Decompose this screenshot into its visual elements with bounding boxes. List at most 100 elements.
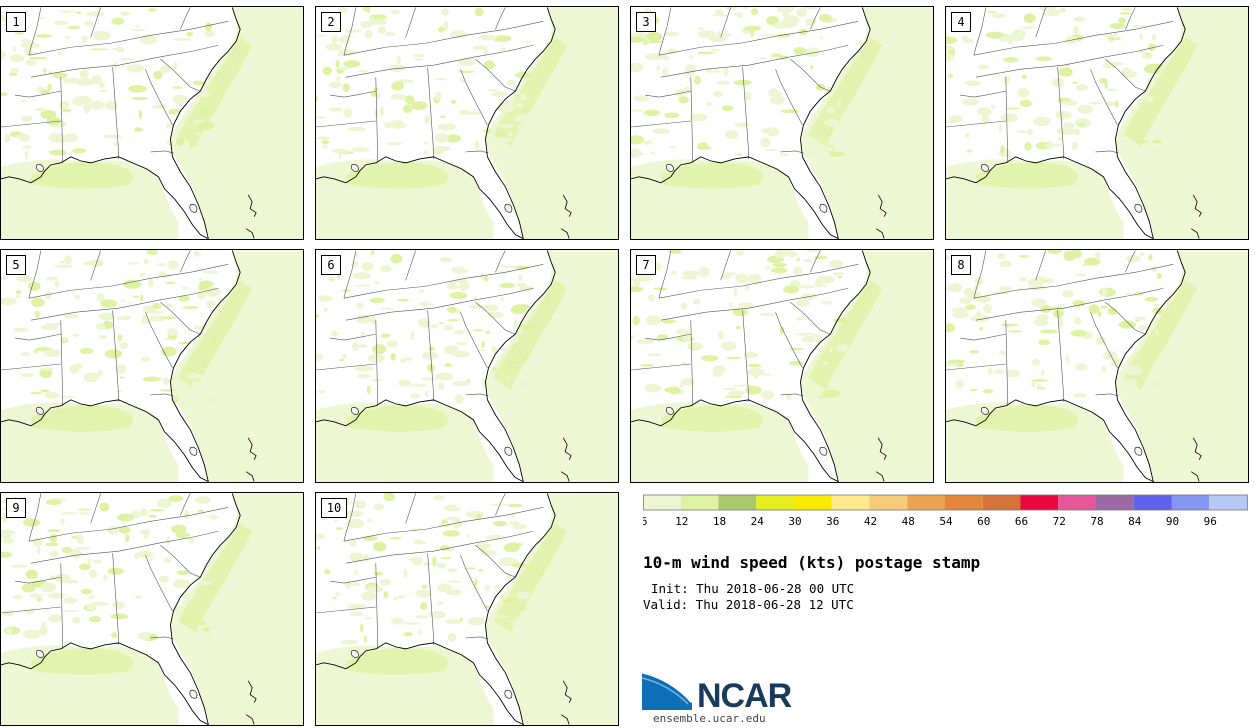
- land-wind-speckle: [969, 350, 980, 354]
- land-wind-speckle: [741, 7, 749, 9]
- land-wind-speckle: [823, 119, 840, 127]
- ensemble-member-panel[interactable]: 5: [0, 249, 304, 483]
- land-wind-speckle: [770, 267, 788, 274]
- land-wind-speckle: [493, 585, 501, 589]
- land-wind-speckle: [999, 350, 1007, 355]
- land-wind-speckle: [22, 629, 41, 639]
- land-wind-speckle: [34, 310, 40, 318]
- land-wind-speckle: [760, 137, 771, 148]
- land-wind-speckle: [194, 92, 211, 98]
- ensemble-member-panel[interactable]: 2: [315, 6, 619, 240]
- ensemble-member-panel[interactable]: 3: [630, 6, 934, 240]
- land-wind-speckle: [413, 539, 424, 545]
- land-wind-speckle: [661, 319, 677, 324]
- land-wind-speckle: [792, 266, 803, 275]
- land-wind-speckle: [90, 48, 109, 51]
- colorbar-tick-label: 72: [1053, 515, 1066, 528]
- member-number-label: 3: [636, 12, 656, 32]
- land-wind-speckle: [514, 265, 530, 270]
- land-wind-speckle: [948, 115, 963, 123]
- land-wind-speckle: [43, 349, 62, 357]
- state-border: [460, 555, 488, 612]
- land-wind-speckle: [631, 334, 634, 341]
- land-wind-speckle: [86, 604, 96, 611]
- land-wind-speckle: [316, 533, 325, 540]
- colorbar-segment: [680, 495, 719, 510]
- land-wind-speckle: [343, 60, 361, 68]
- land-wind-speckle: [173, 579, 191, 589]
- land-wind-speckle: [30, 297, 45, 308]
- coastline: [1, 7, 241, 239]
- cuba-coast: [245, 228, 255, 239]
- land-wind-speckle: [20, 42, 40, 49]
- land-wind-speckle: [780, 109, 799, 114]
- land-wind-speckle: [824, 359, 843, 362]
- ensemble-member-panel[interactable]: 6: [315, 249, 619, 483]
- land-wind-speckle: [352, 342, 359, 351]
- land-wind-speckle: [1033, 318, 1049, 327]
- land-wind-speckle: [643, 109, 661, 117]
- land-wind-speckle: [23, 518, 40, 527]
- land-wind-speckle: [785, 392, 792, 400]
- ensemble-member-panel[interactable]: 1: [0, 6, 304, 240]
- land-wind-speckle: [724, 7, 737, 11]
- land-wind-speckle: [1121, 70, 1138, 78]
- land-wind-speckle: [512, 304, 531, 309]
- land-wind-speckle: [1038, 339, 1051, 346]
- land-wind-speckle: [410, 100, 428, 111]
- land-wind-speckle: [819, 36, 824, 39]
- land-wind-speckle: [1040, 304, 1052, 313]
- land-wind-speckle: [683, 86, 692, 95]
- land-wind-speckle: [148, 514, 157, 518]
- land-wind-speckle: [663, 31, 680, 36]
- land-wind-speckle: [331, 35, 338, 44]
- land-wind-speckle: [79, 69, 89, 79]
- land-wind-speckle: [517, 274, 523, 281]
- land-wind-speckle: [483, 48, 489, 56]
- land-wind-speckle: [1088, 304, 1100, 314]
- land-wind-speckle: [744, 91, 752, 101]
- land-wind-speckle: [165, 281, 176, 285]
- land-wind-speckle: [74, 294, 81, 300]
- cuba-coast: [875, 471, 885, 482]
- ensemble-member-panel[interactable]: 7: [630, 249, 934, 483]
- land-wind-speckle: [492, 520, 508, 527]
- land-wind-speckle: [63, 313, 79, 319]
- ensemble-member-panel[interactable]: 10: [315, 492, 619, 726]
- state-border: [495, 250, 506, 273]
- land-wind-speckle: [328, 107, 343, 112]
- land-wind-speckle: [391, 617, 404, 625]
- state-border: [28, 7, 42, 56]
- land-wind-speckle: [98, 334, 108, 339]
- land-wind-speckle: [356, 344, 368, 348]
- land-wind-speckle: [167, 328, 179, 336]
- land-wind-speckle: [472, 45, 488, 51]
- land-wind-speckle: [21, 115, 33, 123]
- land-wind-speckle: [428, 346, 435, 351]
- land-wind-speckle: [110, 613, 129, 620]
- ensemble-member-panel[interactable]: 8: [945, 249, 1249, 483]
- land-wind-speckle: [796, 299, 810, 308]
- land-wind-speckle: [437, 26, 445, 33]
- land-wind-speckle: [666, 48, 677, 55]
- land-wind-speckle: [474, 7, 484, 17]
- land-wind-speckle: [743, 352, 759, 358]
- land-wind-speckle: [147, 278, 154, 288]
- land-wind-speckle: [832, 318, 852, 323]
- land-wind-speckle: [163, 557, 171, 564]
- land-wind-speckle: [678, 96, 690, 104]
- ensemble-member-panel[interactable]: 4: [945, 6, 1249, 240]
- land-wind-speckle: [78, 563, 91, 571]
- land-wind-speckle: [499, 47, 506, 52]
- land-wind-speckle: [496, 137, 512, 143]
- land-wind-speckle: [1052, 309, 1064, 318]
- ensemble-member-panel[interactable]: 9: [0, 492, 304, 726]
- land-wind-speckle: [497, 265, 516, 268]
- land-wind-speckle: [517, 123, 530, 131]
- land-wind-speckle: [184, 509, 190, 520]
- land-wind-speckle: [969, 388, 979, 392]
- ncar-logo[interactable]: NCAR ensemble.ucar.edu: [642, 670, 802, 728]
- state-border: [329, 90, 376, 98]
- land-wind-speckle: [415, 589, 431, 598]
- land-wind-speckle: [631, 278, 635, 281]
